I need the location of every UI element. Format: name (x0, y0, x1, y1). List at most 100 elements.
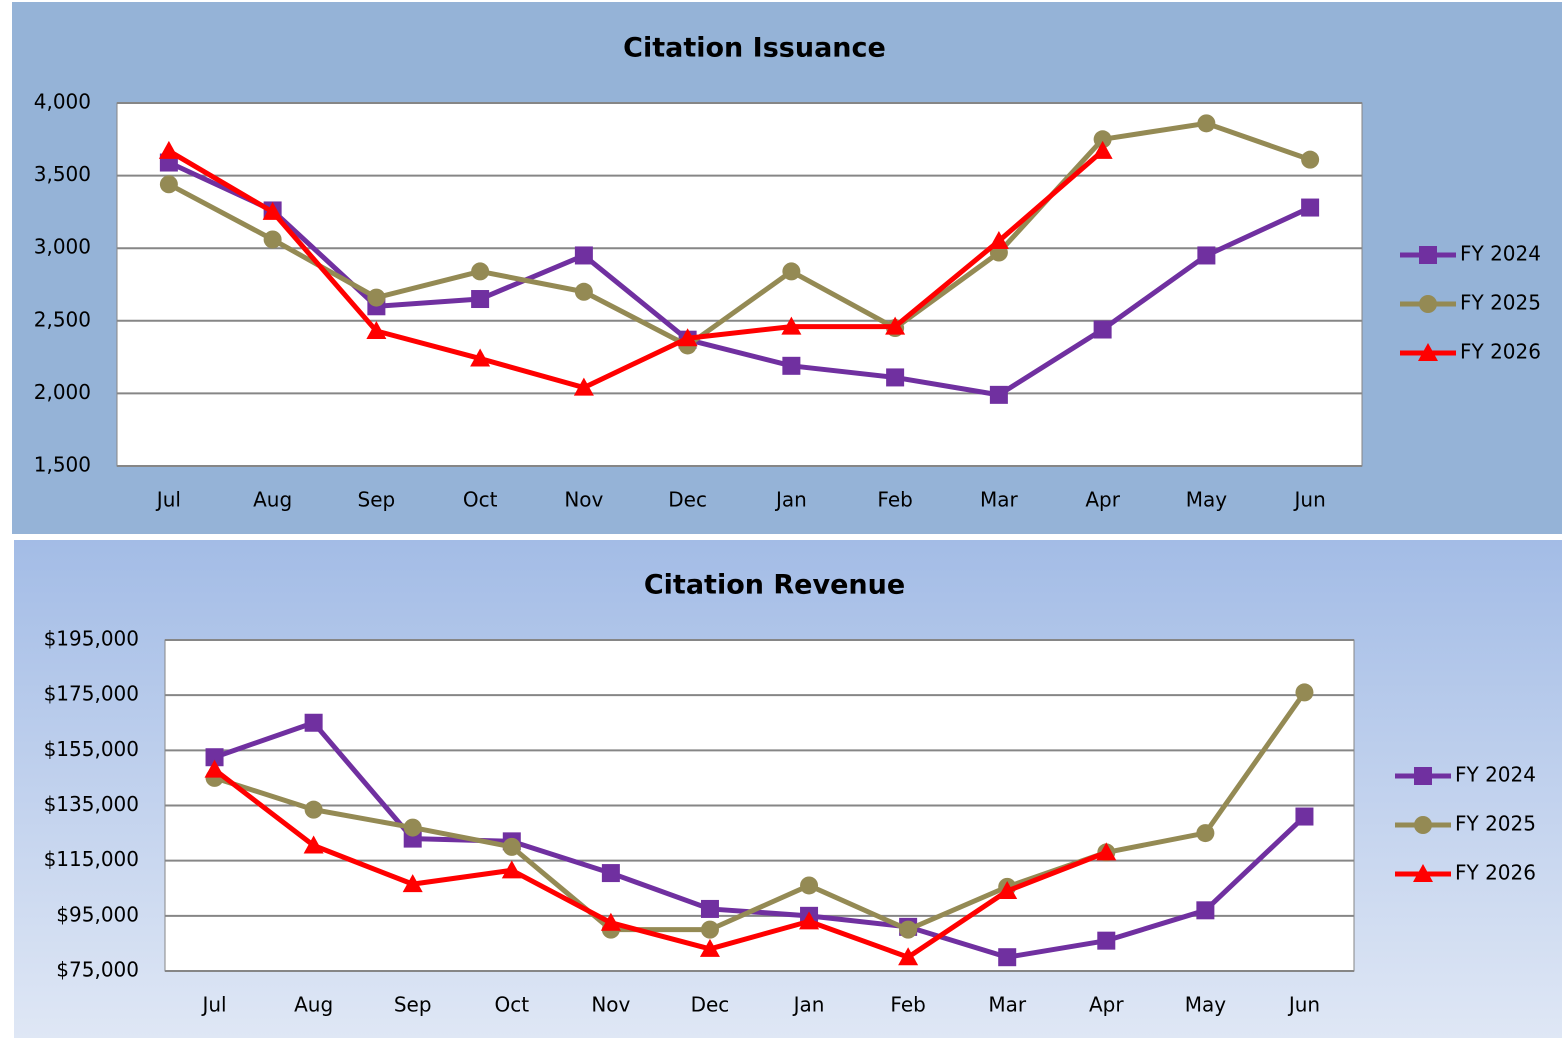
marker (304, 800, 323, 819)
y-tick-label: $95,000 (56, 902, 139, 926)
marker (471, 290, 490, 309)
marker (1097, 931, 1116, 950)
series-line (213, 767, 1108, 960)
marker (677, 328, 698, 347)
legend-label: FY 2025 (1455, 812, 1536, 836)
x-tick-label: Feb (890, 993, 925, 1017)
chart-title: Citation Issuance (623, 33, 886, 64)
marker (700, 920, 719, 939)
marker (997, 881, 1018, 900)
legend-label: FY 2025 (1460, 291, 1541, 315)
marker (158, 140, 179, 159)
x-tick-label: Jun (1293, 488, 1326, 512)
y-tick-label: $135,000 (44, 792, 139, 816)
marker (366, 320, 387, 339)
x-tick-label: Feb (877, 488, 912, 512)
marker (263, 230, 282, 249)
y-tick-label: $195,000 (44, 627, 139, 651)
chart-title: Citation Revenue (644, 570, 905, 601)
y-tick-label: $155,000 (44, 737, 139, 761)
marker (998, 948, 1017, 967)
marker (1197, 246, 1216, 265)
series-line (213, 690, 1307, 933)
y-tick-label: $115,000 (44, 847, 139, 871)
marker (1196, 824, 1215, 843)
x-tick-label: Apr (1085, 488, 1120, 512)
series-line (213, 720, 1307, 960)
y-tick-label: 3,000 (34, 235, 91, 259)
marker (885, 316, 906, 335)
marker (367, 288, 386, 307)
marker (471, 262, 490, 281)
marker (159, 175, 178, 194)
x-tick-label: Sep (394, 993, 432, 1017)
marker (502, 837, 521, 856)
marker (403, 818, 422, 837)
marker (303, 835, 324, 854)
x-tick-label: Jan (792, 993, 825, 1017)
marker (1295, 683, 1314, 702)
marker (1301, 198, 1320, 217)
x-tick-label: Apr (1089, 993, 1124, 1017)
marker (886, 368, 905, 387)
legend-label: FY 2024 (1460, 242, 1541, 266)
marker (782, 262, 801, 281)
marker (1093, 130, 1112, 149)
marker (205, 748, 224, 767)
legend-marker (1413, 864, 1433, 882)
x-tick-label: Mar (988, 993, 1027, 1017)
x-tick-label: Jul (200, 993, 226, 1017)
marker (1096, 842, 1117, 861)
marker (501, 860, 522, 879)
marker (600, 912, 621, 931)
marker (1295, 807, 1314, 826)
legend-marker (1414, 816, 1432, 834)
marker (1301, 150, 1320, 169)
x-tick-label: Nov (591, 993, 630, 1017)
marker (1093, 320, 1112, 339)
marker (204, 759, 225, 778)
marker (470, 348, 491, 367)
marker (799, 911, 820, 930)
marker (989, 385, 1008, 404)
legend-marker (1419, 246, 1437, 264)
x-tick-label: Jun (1287, 993, 1320, 1017)
marker (782, 356, 801, 375)
marker (700, 899, 719, 918)
legend-marker (1418, 343, 1438, 361)
marker (781, 316, 802, 335)
marker (573, 377, 594, 396)
marker (574, 246, 593, 265)
marker (1092, 140, 1113, 159)
x-tick-label: Sep (358, 488, 396, 512)
x-tick-label: Dec (691, 993, 730, 1017)
y-tick-label: 4,000 (34, 90, 91, 114)
y-tick-label: $175,000 (44, 682, 139, 706)
series-line (167, 120, 1311, 348)
x-tick-label: May (1186, 488, 1228, 512)
x-tick-label: Aug (294, 993, 333, 1017)
plot-area (116, 102, 1363, 467)
x-tick-label: Mar (980, 488, 1019, 512)
marker (699, 938, 720, 957)
marker (601, 864, 620, 883)
y-tick-label: 1,500 (34, 453, 91, 477)
legend-marker (1414, 767, 1432, 785)
legend-label: FY 2026 (1455, 861, 1536, 885)
marker (988, 230, 1009, 249)
marker (574, 282, 593, 301)
y-tick-label: 2,500 (34, 307, 91, 331)
y-tick-label: $75,000 (56, 958, 139, 982)
x-tick-label: Nov (564, 488, 603, 512)
y-tick-label: 3,500 (34, 162, 91, 186)
x-tick-label: Oct (463, 488, 498, 512)
marker (262, 201, 283, 220)
marker (1196, 901, 1215, 920)
marker (800, 876, 819, 895)
x-tick-label: Aug (253, 488, 292, 512)
marker (899, 920, 918, 939)
marker (898, 947, 919, 966)
x-tick-label: Jan (774, 488, 807, 512)
legend-label: FY 2026 (1460, 340, 1541, 364)
